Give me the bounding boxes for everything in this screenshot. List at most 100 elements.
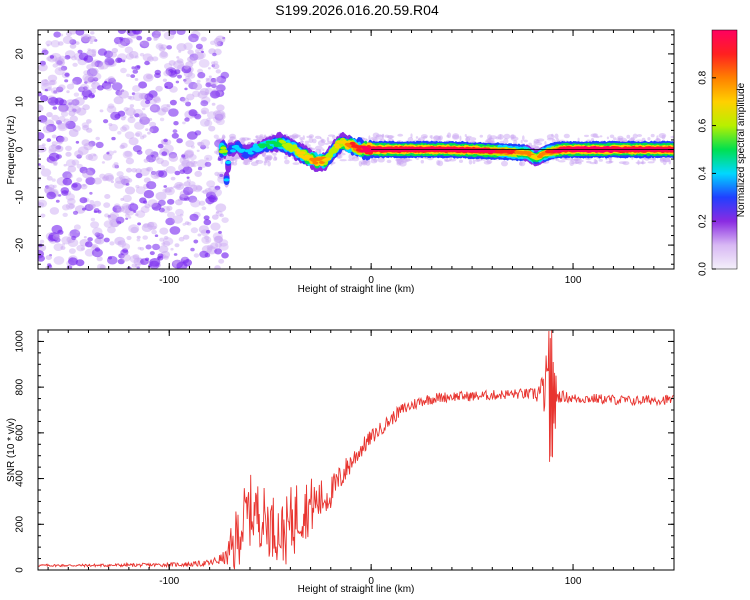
ridge-halo: [420, 159, 424, 164]
ridge-halo: [596, 135, 600, 139]
noise-blob: [142, 53, 153, 62]
noise-blob: [132, 69, 139, 74]
noise-blob: [206, 244, 214, 251]
noise-blob: [181, 154, 186, 158]
noise-blob: [74, 150, 84, 158]
noise-blob: [220, 71, 230, 79]
noise-blob: [45, 255, 52, 260]
noise-blob: [54, 145, 64, 153]
noise-blob: [134, 263, 141, 269]
noise-blob: [142, 134, 147, 138]
noise-blob: [118, 90, 129, 99]
noise-blob: [190, 163, 196, 167]
noise-blob: [51, 178, 56, 182]
noise-blob: [138, 92, 147, 100]
noise-blob: [199, 250, 209, 258]
noise-blob: [155, 191, 167, 201]
noise-blob: [114, 164, 119, 169]
noise-blob: [145, 148, 154, 156]
noise-blob: [114, 180, 125, 189]
noise-blob: [204, 120, 213, 127]
noise-blob: [149, 104, 161, 113]
noise-blob: [201, 206, 207, 211]
noise-blob: [38, 163, 41, 166]
noise-blob: [47, 74, 58, 83]
noise-blob: [120, 249, 129, 256]
noise-blob: [46, 112, 53, 118]
noise-blob: [40, 95, 49, 102]
noise-blob: [190, 145, 195, 149]
noise-blob: [158, 245, 169, 254]
noise-blob: [210, 78, 217, 83]
noise-blob: [38, 91, 43, 97]
colorbar-ticks: 0.0 0.2 0.4 0.6 0.8: [698, 70, 716, 276]
colorbar-tick-label: 0.6: [698, 118, 709, 132]
noise-blob: [178, 236, 185, 242]
noise-blob: [38, 144, 47, 153]
ridge-halo: [220, 159, 223, 165]
noise-blob: [203, 219, 212, 226]
noise-blob: [97, 85, 104, 91]
ridge-halo: [468, 137, 477, 141]
ridge-halo: [609, 134, 615, 139]
noise-blob: [140, 258, 149, 265]
noise-blob: [121, 203, 131, 210]
noise-blob: [163, 70, 171, 77]
noise-blob: [183, 234, 190, 240]
ridge-halo: [590, 133, 598, 138]
noise-blob: [107, 255, 118, 265]
noise-blob: [214, 110, 226, 119]
ridge-blob: [267, 146, 274, 150]
noise-blob: [80, 33, 92, 43]
ridge-halo: [556, 138, 560, 141]
noise-blob: [185, 140, 195, 148]
ridge-halo: [650, 133, 655, 138]
noise-blob: [121, 124, 130, 131]
noise-blob: [66, 173, 74, 179]
ridge-blob: [243, 152, 249, 157]
noise-blob: [86, 119, 92, 124]
noise-blob: [58, 103, 69, 112]
noise-blob: [124, 131, 135, 140]
ridge-halo: [476, 158, 483, 162]
noise-blob: [123, 115, 127, 119]
ridge-halo: [370, 136, 378, 141]
noise-blob: [60, 111, 69, 117]
noise-blob: [112, 205, 122, 213]
noise-blob: [87, 48, 91, 51]
noise-blob: [75, 140, 80, 144]
noise-blob: [55, 199, 60, 203]
noise-blob: [136, 150, 143, 155]
noise-blob: [173, 253, 178, 256]
noise-blob: [176, 56, 180, 59]
noise-blob: [139, 52, 145, 57]
noise-blob: [157, 143, 164, 149]
noise-blob: [136, 35, 143, 41]
ridge-blob: [325, 157, 332, 161]
ridge-halo: [598, 159, 603, 162]
noise-blob: [169, 99, 177, 106]
noise-blob: [113, 81, 117, 84]
noise-blob: [143, 158, 149, 163]
noise-blob: [200, 100, 209, 107]
noise-blob: [152, 243, 160, 251]
ridge-halo: [368, 135, 371, 142]
ridge-halo: [410, 133, 413, 138]
noise-blob: [208, 125, 216, 132]
noise-blob: [78, 52, 89, 61]
noise-blob: [148, 90, 158, 98]
ridge-halo: [373, 158, 378, 163]
y-tick-label: 200: [15, 516, 26, 533]
noise-blob: [150, 170, 157, 176]
ridge-halo: [632, 133, 638, 139]
noise-blob: [138, 81, 148, 89]
noise-blob: [142, 107, 146, 111]
noise-blob: [200, 107, 210, 115]
noise-blob: [85, 241, 93, 248]
noise-blob: [65, 120, 76, 130]
noise-blob: [152, 155, 160, 161]
noise-blob: [124, 186, 136, 195]
noise-blob: [167, 198, 175, 205]
noise-blob: [69, 43, 77, 49]
noise-blob: [205, 229, 211, 234]
